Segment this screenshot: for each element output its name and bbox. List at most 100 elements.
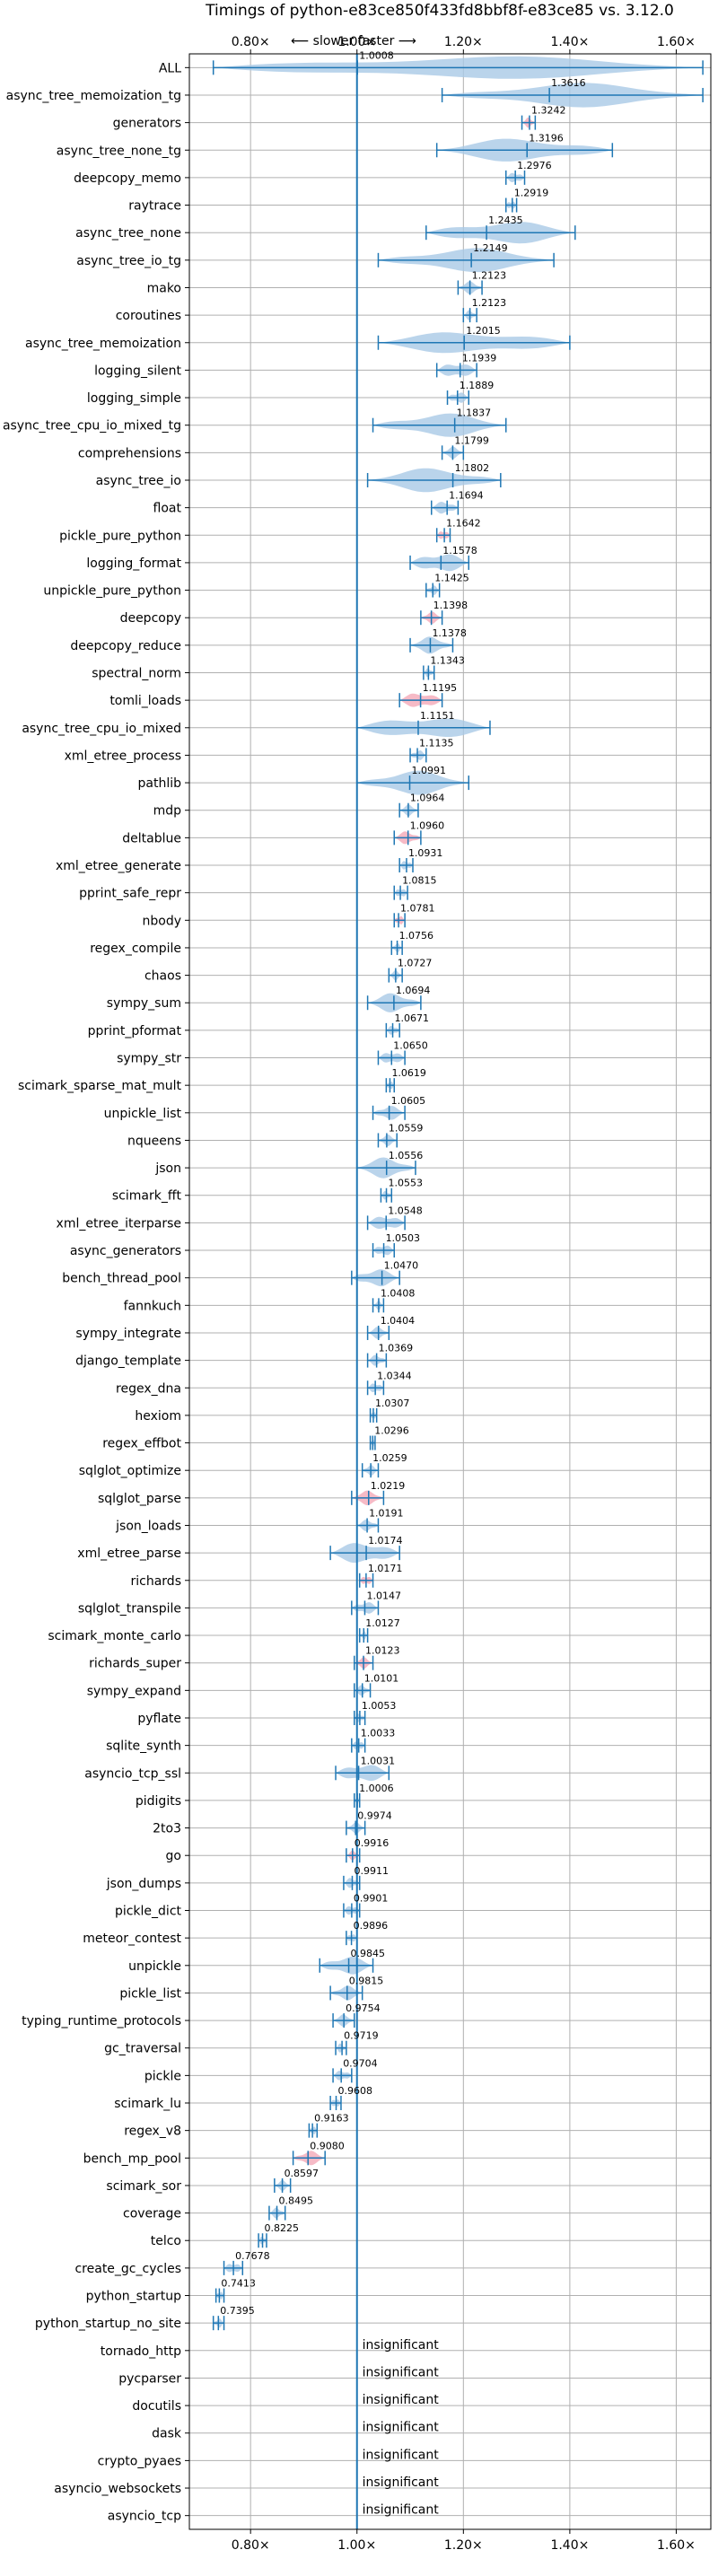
x-tick-label-bottom: 1.60× (657, 2538, 696, 2553)
benchmark-label: ALL (159, 61, 181, 75)
benchmark-label: pickle_list (119, 1986, 181, 2001)
value-label: 0.9974 (357, 1810, 392, 1822)
value-label: 1.2976 (517, 160, 552, 171)
benchmark-label: comprehensions (78, 446, 181, 460)
value-label: 0.9916 (355, 1837, 390, 1849)
value-label: 1.0123 (365, 1645, 400, 1657)
value-label: 1.0727 (398, 958, 433, 969)
x-tick-label-top: 1.40× (550, 35, 589, 49)
benchmark-label: sympy_sum (107, 996, 181, 1011)
value-label: 1.0404 (381, 1315, 416, 1327)
value-label: 1.2123 (472, 269, 507, 281)
benchmark-label: tomli_loads (109, 694, 181, 708)
value-label: 1.0605 (391, 1095, 426, 1107)
benchmark-label: regex_effbot (102, 1437, 181, 1451)
x-tick-label-bottom: 0.80× (232, 2538, 270, 2553)
value-label: 0.7678 (235, 2250, 270, 2262)
value-label: 1.1642 (446, 517, 481, 529)
value-label: 1.0408 (381, 1287, 416, 1299)
value-label: 0.9896 (354, 1920, 389, 1932)
insignificant-label: insignificant (363, 2393, 440, 2407)
benchmark-label: regex_v8 (124, 2125, 181, 2139)
value-label: 1.0931 (408, 847, 443, 859)
value-label: 1.0191 (369, 1507, 404, 1519)
benchmark-label: sympy_integrate (75, 1327, 181, 1341)
benchmark-label: sympy_expand (87, 1684, 181, 1698)
benchmark-label: sqlite_synth (106, 1739, 181, 1754)
value-label: 0.9704 (343, 2057, 378, 2069)
benchmark-label: logging_silent (94, 364, 181, 378)
value-label: 0.9754 (346, 2002, 381, 2014)
benchmark-label: gc_traversal (104, 2042, 181, 2056)
benchmark-label: generators (113, 117, 181, 131)
benchmark-label: mdp (153, 804, 182, 819)
value-label: 1.0548 (388, 1205, 423, 1216)
benchmark-label: asyncio_websockets (54, 2482, 181, 2496)
value-label: 1.0650 (393, 1040, 428, 1052)
benchmark-label: pickle (144, 2069, 181, 2083)
benchmark-label: pickle_dict (115, 1905, 182, 1919)
benchmark-label: deepcopy_memo (74, 171, 181, 186)
x-tick-label-top: 1.20× (444, 35, 483, 49)
value-label: 0.9815 (349, 1975, 384, 1986)
benchmark-label: unpickle_list (104, 1107, 182, 1121)
benchmark-label: fannkuch (124, 1299, 181, 1313)
value-label: 1.1151 (420, 710, 455, 722)
benchmark-label: pidigits (136, 1794, 181, 1809)
value-label: 1.0470 (384, 1260, 419, 1272)
value-label: 1.0101 (364, 1672, 399, 1684)
value-label: 1.0815 (402, 875, 437, 887)
value-label: 1.2015 (466, 325, 501, 337)
benchmark-label: scimark_sor (106, 2179, 181, 2194)
benchmark-label: pathlib (138, 776, 182, 791)
benchmark-label: create_gc_cycles (74, 2262, 181, 2276)
benchmark-label: async_tree_cpu_io_mixed (22, 722, 181, 736)
benchmark-label: 2to3 (153, 1822, 181, 1836)
benchmark-label: unpickle (128, 1959, 181, 1974)
benchmark-label: logging_simple (87, 391, 181, 406)
x-tick-label-bottom: 1.20× (444, 2538, 483, 2553)
benchmark-label: pprint_pformat (88, 1024, 182, 1038)
benchmark-label: deepcopy (120, 611, 181, 626)
value-label: 1.0006 (359, 1783, 394, 1794)
benchmark-label: typing_runtime_protocols (22, 2014, 181, 2028)
benchmark-label: scimark_sparse_mat_mult (18, 1079, 181, 1093)
benchmark-label: asyncio_tcp (108, 2510, 181, 2524)
value-label: 1.0033 (361, 1728, 396, 1739)
benchmark-label: pyflate (137, 1712, 181, 1726)
value-label: 1.2435 (488, 215, 523, 226)
value-label: 1.0307 (375, 1398, 410, 1409)
x-tick-label-bottom: 1.00× (337, 2538, 376, 2553)
benchmark-label: pickle_pure_python (59, 529, 181, 543)
benchmark-label: scimark_fft (112, 1189, 182, 1204)
benchmark-label: sqlglot_optimize (79, 1464, 181, 1478)
chart-title: Timings of python-e83ce850f433fd8bbf8f-e… (205, 2, 674, 20)
benchmark-label: regex_compile (90, 942, 181, 956)
benchmark-label: deltablue (122, 831, 181, 846)
value-label: 1.0296 (374, 1425, 409, 1437)
value-label: 1.1939 (462, 352, 497, 364)
value-label: 1.1398 (433, 600, 468, 611)
value-label: 1.2919 (514, 188, 549, 199)
value-label: 0.7413 (221, 2278, 256, 2290)
value-label: 0.8495 (279, 2195, 314, 2207)
value-label: 1.3242 (531, 105, 566, 117)
benchmark-label: async_tree_none_tg (57, 144, 181, 158)
insignificant-label: insignificant (363, 2365, 440, 2379)
benchmark-label: xml_etree_iterparse (57, 1216, 181, 1231)
insignificant-label: insignificant (363, 2448, 440, 2462)
benchmark-label: spectral_norm (92, 667, 181, 681)
benchmark-label: sympy_str (117, 1052, 181, 1066)
value-label: 1.1425 (434, 573, 469, 584)
value-label: 1.0127 (365, 1617, 400, 1629)
x-tick-label-top: 0.80× (232, 35, 270, 49)
benchmark-label: nbody (143, 914, 182, 928)
benchmark-label: raytrace (128, 199, 181, 214)
value-label: 1.0619 (391, 1067, 426, 1079)
value-label: 1.0671 (395, 1012, 430, 1024)
benchmark-label: python_startup (86, 2290, 181, 2304)
value-label: 0.7395 (220, 2305, 255, 2317)
benchmark-label: async_generators (70, 1244, 181, 1258)
